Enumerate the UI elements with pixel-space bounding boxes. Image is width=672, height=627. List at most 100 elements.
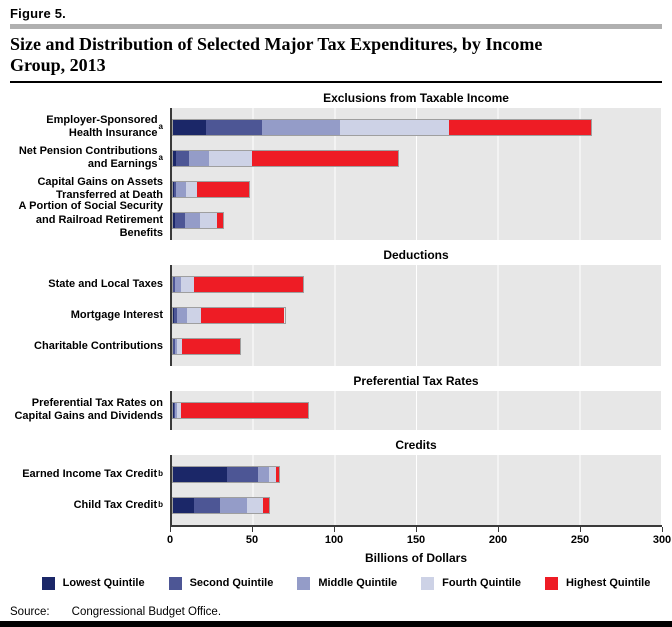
bar-row [172,490,662,521]
bottom-border-bar [0,621,672,627]
legend-swatch [544,576,558,590]
bar-labels-column: Employer-Sponsored Health Insurance a Net … [10,108,170,240]
bar-label: Child Tax Credit b [73,498,163,511]
plot-area [170,264,662,366]
bar-segment-middle-quintile [174,402,177,418]
bar-segment-middle-quintile [257,466,270,482]
stacked-bar-chart: Exclusions from Taxable Income Employer-S… [10,91,662,525]
bar-label: Charitable Contributions [34,339,163,352]
axis-tick [334,526,335,532]
bar-row [172,395,662,426]
panel-title: Exclusions from Taxable Income [323,90,509,105]
legend-label: Second Quintile [189,577,274,590]
bar-segment-lowest-quintile [173,466,227,482]
bar-segment-second-quintile [205,119,263,135]
bar-row [172,174,662,205]
bar-labels-column: State and Local Taxes Mortgage Interest Ch… [10,265,170,366]
stacked-bar [172,496,270,514]
bar-segment-second-quintile [174,212,185,228]
legend-label: Lowest Quintile [62,577,145,590]
axis-tick-label: 200 [488,533,508,546]
bar-label: State and Local Taxes [48,277,163,290]
bar-segment-fourth-quintile [340,119,450,135]
bar-segment-highest-quintile [181,338,241,354]
bar-segment-highest-quintile [193,276,303,292]
bar-segment-middle-quintile [184,212,201,228]
bar-segment-fourth-quintile [200,212,217,228]
legend-swatch [41,576,55,590]
bar-segment-highest-quintile [196,181,250,197]
legend-swatch [168,576,182,590]
bar-segment-lowest-quintile [173,402,174,418]
chart-legend: Lowest Quintile Second Quintile Middle Qui… [10,576,662,590]
source-line: Source: Congressional Budget Office. [10,606,662,618]
stacked-bar [172,275,304,293]
bar-segment-highest-quintile [275,466,279,482]
panel-title: Credits [395,437,437,452]
stacked-bar [172,149,400,167]
bar-segment-second-quintile [176,150,190,166]
bar-segment-fourth-quintile [177,402,182,418]
bar-labels-column: Earned Income Tax Credit b Child Tax Credi… [10,455,170,525]
axis-tick [580,526,581,532]
stacked-bar [172,211,225,229]
axis-tick-label: 0 [166,533,174,546]
figure-title: Size and Distribution of Selected Major … [10,34,543,75]
title-divider [10,80,662,83]
bar-segment-fourth-quintile [180,276,194,292]
legend-label: Middle Quintile [318,577,398,590]
bar-label: Preferential Tax Rates on Capital Gains … [14,397,163,423]
bar-segment-fourth-quintile [186,307,202,323]
legend-label: Highest Quintile [565,577,651,590]
bar-segment-middle-quintile [220,497,247,513]
bar-segment-fourth-quintile [176,338,182,354]
legend-item: Middle Quintile [297,576,398,590]
legend-label: Fourth Quintile [442,577,521,590]
bar-segment-lowest-quintile [173,119,206,135]
bar-segment-highest-quintile [449,119,591,135]
bar-row [172,459,662,490]
chart-panel: Earned Income Tax Credit b Child Tax Credi… [10,454,662,525]
bar-segment-middle-quintile [176,181,186,197]
bar-segment-middle-quintile [175,276,181,292]
x-axis: 0 50 100 150 200 250 300 [166,524,671,549]
bar-segment-lowest-quintile [173,181,174,197]
bar-label: Net Pension Contributions and Earnings a [18,145,163,171]
axis-tick [416,526,417,532]
bar-segment-highest-quintile [262,497,269,513]
figure-number: Figure 5. [10,6,66,21]
axis-tick [170,526,171,532]
plot-area [170,454,662,525]
stacked-bar [172,180,251,198]
bar-row [172,205,662,236]
bar-row [172,300,662,331]
bar-row [172,112,662,143]
stacked-bar [172,465,280,483]
bar-label: A Portion of Social Security and Railroa… [18,200,163,239]
bar-segment-middle-quintile [174,338,177,354]
panel-title: Preferential Tax Rates [353,373,479,388]
legend-item: Fourth Quintile [421,576,521,590]
axis-tick-label: 250 [570,533,590,546]
bar-row [172,331,662,362]
gray-divider [10,24,662,29]
bar-segment-fourth-quintile [269,466,276,482]
bar-segment-second-quintile [193,497,221,513]
bar-segment-highest-quintile [201,307,285,323]
axis-tick [498,526,499,532]
plot-area [170,390,662,430]
chart-panel: State and Local Taxes Mortgage Interest Ch… [10,264,662,366]
bar-segment-second-quintile [173,181,177,197]
axis-tick [252,526,253,532]
bar-segment-second-quintile [173,338,175,354]
legend-item: Highest Quintile [544,576,651,590]
bar-segment-second-quintile [173,402,175,418]
axis-tick-label: 50 [245,533,259,546]
stacked-bar [172,401,310,419]
x-axis-title: Billions of Dollars [364,550,467,565]
bar-segment-middle-quintile [262,119,341,135]
axis-tick [662,526,663,532]
source-label: Source: [10,605,50,618]
bar-label: Capital Gains on Assets Transferred at D… [37,176,163,202]
